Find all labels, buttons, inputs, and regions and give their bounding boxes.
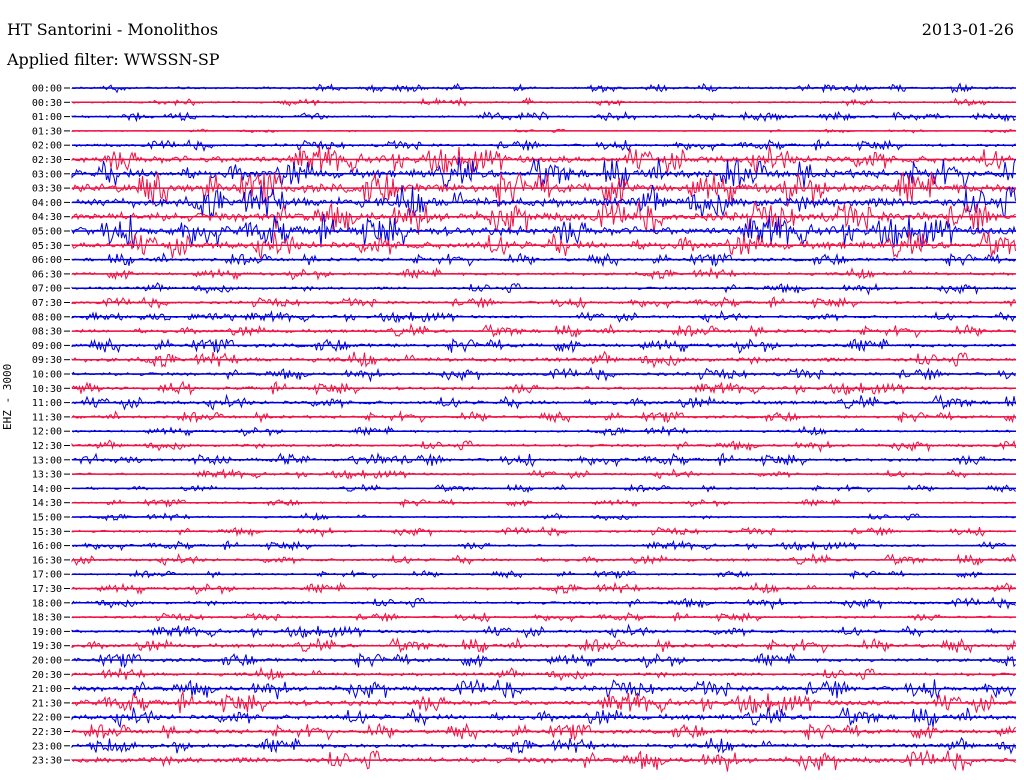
trace-line (71, 623, 1016, 639)
time-tick-label: 09:00 (32, 341, 62, 352)
trace-line (71, 637, 1016, 654)
seismic-traces (71, 82, 1016, 772)
time-tick-label: 06:00 (32, 255, 62, 266)
trace-line (71, 213, 1016, 248)
time-tick-label: 21:30 (32, 698, 62, 709)
date-label: 2013-01-26 (921, 20, 1014, 39)
time-tick-label: 04:30 (32, 212, 62, 223)
time-tick-label: 18:00 (32, 598, 62, 609)
time-tick-label: 15:00 (32, 513, 62, 524)
time-tick-label: 01:00 (32, 112, 62, 123)
time-tick-label: 22:00 (32, 713, 62, 724)
time-tick-label: 05:30 (32, 241, 62, 252)
time-tick-label: 19:30 (32, 641, 62, 652)
time-tick-label: 00:00 (32, 84, 62, 95)
trace-line (71, 200, 1016, 235)
time-tick-label: 02:00 (32, 141, 62, 152)
time-tick-label: 18:30 (32, 613, 62, 624)
time-tick-label: 10:30 (32, 384, 62, 395)
trace-line (71, 526, 1016, 538)
time-tick-label: 12:30 (32, 441, 62, 452)
time-tick-label: 23:00 (32, 741, 62, 752)
time-tick-label: 01:30 (32, 126, 62, 137)
time-tick-label: 13:30 (32, 470, 62, 481)
time-tick-label: 22:30 (32, 727, 62, 738)
time-tick-label: 20:30 (32, 670, 62, 681)
time-tick-label: 19:00 (32, 627, 62, 638)
time-tick-label: 15:30 (32, 527, 62, 538)
time-tick-label: 14:30 (32, 498, 62, 509)
station-title: HT Santorini - Monolithos (7, 20, 219, 39)
time-tick-label: 11:00 (32, 398, 62, 409)
time-tick-label: 05:00 (32, 227, 62, 238)
time-tick-label: 07:30 (32, 298, 62, 309)
time-tick-label: 06:30 (32, 269, 62, 280)
trace-line (71, 706, 1016, 729)
time-tick-label: 09:30 (32, 355, 62, 366)
time-tick-label: 14:00 (32, 484, 62, 495)
time-tick-label: 12:00 (32, 427, 62, 438)
time-tick-label: 08:00 (32, 312, 62, 323)
time-tick-label: 07:00 (32, 284, 62, 295)
time-tick-label: 00:30 (32, 98, 62, 109)
time-tick-label: 10:00 (32, 370, 62, 381)
time-tick-label: 08:30 (32, 327, 62, 338)
time-tick-labels: 00:00 00:30 01:00 01:30 02:00 02:30 03:00 03:30… (32, 84, 70, 767)
time-tick-label: 16:30 (32, 555, 62, 566)
time-tick-label: 17:30 (32, 584, 62, 595)
time-tick-label: 23:30 (32, 756, 62, 767)
time-tick-label: 16:00 (32, 541, 62, 552)
time-tick-label: 13:00 (32, 455, 62, 466)
trace-line (71, 722, 1016, 741)
time-tick-label: 03:00 (32, 169, 62, 180)
time-tick-label: 03:30 (32, 184, 62, 195)
time-tick-label: 21:00 (32, 684, 62, 695)
trace-line (71, 749, 1016, 772)
time-tick-label: 04:00 (32, 198, 62, 209)
filter-label: Applied filter: WWSSN-SP (7, 50, 220, 69)
time-tick-label: 11:30 (32, 412, 62, 423)
time-tick-label: 02:30 (32, 155, 62, 166)
time-tick-label: 17:00 (32, 570, 62, 581)
time-tick-label: 20:00 (32, 656, 62, 667)
